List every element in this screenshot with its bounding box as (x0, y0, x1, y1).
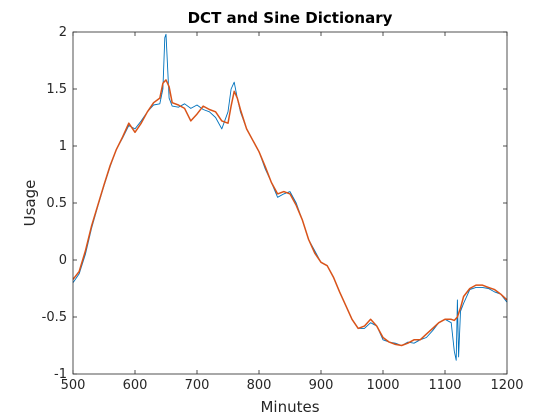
y-tick-label: 2 (59, 25, 67, 40)
x-tick-label: 1200 (490, 378, 523, 393)
x-tick-label: 900 (309, 378, 334, 393)
x-tick-label: 700 (185, 378, 210, 393)
y-tick-label: 0.5 (46, 196, 67, 211)
x-tick-label: 500 (61, 378, 86, 393)
y-tick-label: -1 (54, 367, 67, 382)
y-tick-label: 1 (59, 139, 67, 154)
tick-layer: 500 600 700 800 900 1000 1100 1200 -1 -0.5 0 0.5 1 1.… (42, 25, 524, 393)
series-line-2 (72, 79, 508, 347)
x-axis-label: Minutes (260, 398, 319, 416)
plot-area (73, 32, 507, 374)
y-tick-label: 1.5 (46, 82, 67, 97)
x-tick-label: 1100 (428, 378, 461, 393)
y-tick-label: 0 (59, 253, 67, 268)
x-tick-label: 600 (123, 378, 148, 393)
series-layer (72, 33, 508, 361)
y-tick-label: -0.5 (42, 310, 67, 325)
x-tick-label: 1000 (366, 378, 399, 393)
y-axis-label: Usage (21, 180, 39, 227)
chart-title: DCT and Sine Dictionary (188, 9, 393, 27)
x-tick-label: 800 (247, 378, 272, 393)
